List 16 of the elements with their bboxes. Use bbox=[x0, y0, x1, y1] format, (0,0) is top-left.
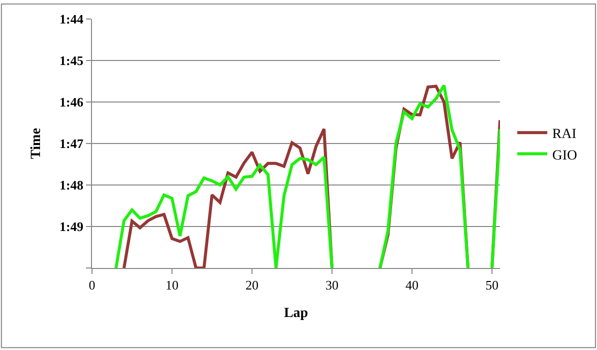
y-tick-label: 1:44 bbox=[60, 12, 84, 27]
x-tick-label: 50 bbox=[486, 278, 498, 293]
y-tick-label: 1:45 bbox=[60, 53, 84, 68]
y-tick-label: 1:48 bbox=[60, 178, 84, 193]
legend-label: RAI bbox=[552, 127, 577, 142]
y-tick-label: 1:49 bbox=[60, 219, 84, 234]
x-tick-label: 40 bbox=[406, 278, 418, 293]
x-tick-label: 20 bbox=[246, 278, 258, 293]
x-axis-title: Lap bbox=[284, 306, 308, 321]
y-tick-label: 1:46 bbox=[60, 94, 84, 110]
y-axis-title: Time bbox=[29, 128, 44, 159]
x-tick-label: 10 bbox=[166, 278, 178, 293]
y-tick-label: 1:47 bbox=[60, 136, 84, 152]
x-tick-label: 30 bbox=[326, 278, 338, 293]
legend-label: GIO bbox=[552, 148, 578, 164]
x-tick-label: 0 bbox=[88, 278, 96, 293]
